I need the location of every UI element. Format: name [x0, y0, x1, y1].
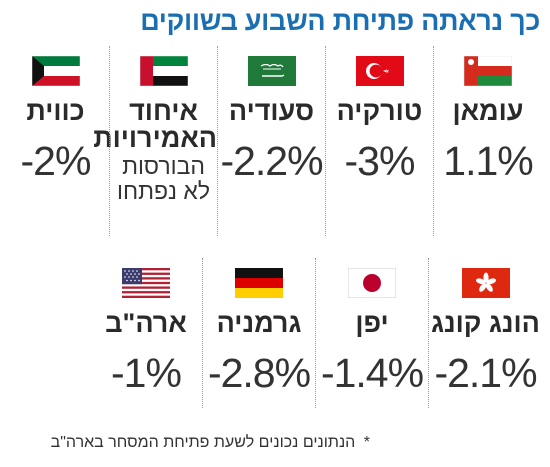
germany-flag-icon: [235, 268, 283, 298]
usa-flag-icon: [122, 268, 170, 298]
market-saudi: סעודיה -2.2%: [218, 46, 326, 236]
change-value: -1%: [111, 350, 182, 396]
country-name: הונג קונג: [431, 308, 540, 338]
market-hongkong: הונג קונג -2.1%: [429, 258, 542, 408]
market-usa: ארה"ב -1%: [90, 258, 203, 408]
kuwait-flag-icon: [31, 56, 80, 86]
market-germany: גרמניה -2.8%: [203, 258, 316, 408]
country-name: כווית: [26, 96, 85, 126]
market-japan: יפן -1.4%: [316, 258, 429, 408]
country-name: איחוד האמירויות: [93, 96, 217, 153]
change-value: 1.1%: [443, 138, 533, 184]
change-value: -2.2%: [220, 138, 323, 184]
uae-flag-icon: [139, 56, 188, 86]
country-name: טורקיה: [336, 96, 423, 126]
change-value: -2.1%: [434, 350, 537, 396]
oman-flag-icon: [464, 56, 512, 86]
footnote: * הנתונים נכונים לשעת פתיחת המסחר בארה"ב: [51, 434, 370, 452]
change-value: -3%: [344, 138, 416, 184]
country-name: סעודיה: [228, 96, 315, 126]
markets-row-1: עומאן 1.1% טורקיה -3% סעודיה -2.2%: [6, 46, 542, 236]
footnote-star: *: [363, 434, 370, 451]
footnote-text: הנתונים נכונים לשעת פתיחת המסחר בארה"ב: [50, 434, 356, 451]
country-name: עומאן: [452, 96, 524, 126]
market-turkey: טורקיה -3%: [326, 46, 434, 236]
change-value: -2.8%: [207, 350, 311, 396]
saudi-flag-icon: [247, 56, 296, 86]
country-name: גרמניה: [216, 308, 302, 338]
market-uae: איחוד האמירויות הבורסות לא נפתחו: [93, 46, 218, 236]
markets-closed-note: הבורסות לא נפתחו: [117, 153, 210, 204]
market-oman: עומאן 1.1%: [434, 46, 542, 236]
change-value: -1.4%: [320, 350, 424, 396]
turkey-flag-icon: [355, 56, 404, 86]
change-value: -2%: [20, 138, 92, 184]
country-name: ארה"ב: [105, 308, 187, 338]
japan-flag-icon: [348, 268, 396, 298]
hongkong-flag-icon: [461, 268, 510, 298]
country-name: יפן: [355, 308, 389, 338]
market-kuwait: כווית -2%: [2, 46, 110, 236]
page-title: כך נראתה פתיחת השבוע בשווקים: [140, 6, 540, 36]
markets-row-2: הונג קונג -2.1% יפן -1.4% גרמניה -2.8%: [88, 258, 542, 408]
